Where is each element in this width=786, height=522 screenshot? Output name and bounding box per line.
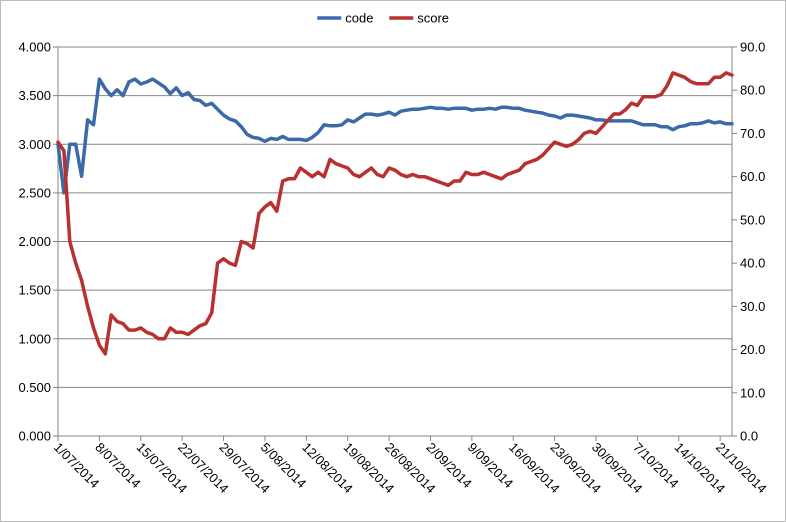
y-right-axis-labels: 0.0 10.0 20.0 30.0 40.0 50.0 60.0 70.0 80.0 90.0	[740, 40, 765, 444]
y-left-tick-label: 0.500	[18, 380, 51, 395]
legend: code score	[317, 11, 449, 26]
y-right-tick-label: 20.0	[740, 342, 765, 357]
y-left-tick-label: 2.000	[18, 234, 51, 249]
y-right-tick-label: 50.0	[740, 212, 765, 227]
y-right-tick-label: 90.0	[740, 40, 765, 55]
y-left-tick-label: 4.000	[18, 40, 51, 55]
series-line-code	[56, 77, 734, 195]
legend-label-code: code	[345, 11, 373, 26]
axes	[53, 46, 737, 441]
series-layer	[56, 71, 734, 356]
y-left-tick-label: 1.000	[18, 331, 51, 346]
y-right-tick-label: 30.0	[740, 299, 765, 314]
y-right-tick-label: 40.0	[740, 256, 765, 271]
y-left-tick-label: 2.500	[18, 185, 51, 200]
y-right-tick-label: 60.0	[740, 169, 765, 184]
y-left-tick-label: 3.000	[18, 137, 51, 152]
y-right-tick-label: 80.0	[740, 83, 765, 98]
series-line-score	[56, 71, 734, 356]
y-right-tick-label: 0.0	[740, 429, 758, 444]
legend-label-score: score	[417, 11, 449, 26]
y-left-tick-label: 0.000	[18, 429, 51, 444]
y-left-tick-label: 1.500	[18, 283, 51, 298]
y-left-tick-label: 3.500	[18, 88, 51, 103]
y-left-axis-labels: 0.000 0.500 1.000 1.500 2.000 2.500 3.000 3.500…	[18, 40, 51, 444]
y-right-tick-label: 70.0	[740, 126, 765, 141]
y-right-tick-label: 10.0	[740, 385, 765, 400]
